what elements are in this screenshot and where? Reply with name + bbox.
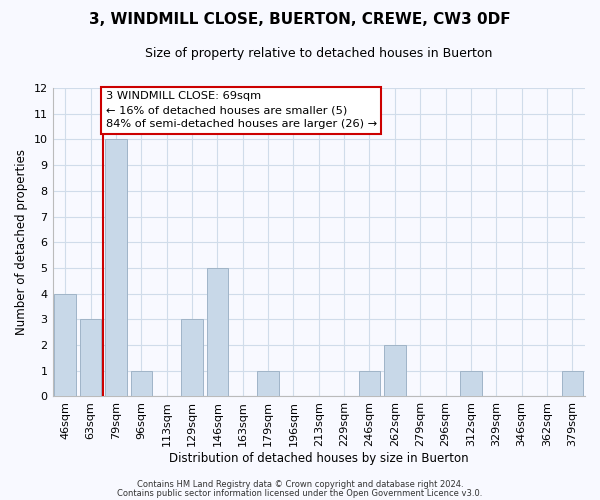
Text: 3 WINDMILL CLOSE: 69sqm
← 16% of detached houses are smaller (5)
84% of semi-det: 3 WINDMILL CLOSE: 69sqm ← 16% of detache…: [106, 91, 377, 129]
Bar: [206, 268, 228, 396]
Bar: [181, 320, 203, 396]
Y-axis label: Number of detached properties: Number of detached properties: [15, 150, 28, 336]
Text: Contains HM Land Registry data © Crown copyright and database right 2024.: Contains HM Land Registry data © Crown c…: [137, 480, 463, 489]
X-axis label: Distribution of detached houses by size in Buerton: Distribution of detached houses by size …: [169, 452, 469, 465]
Bar: [460, 371, 482, 396]
Text: 3, WINDMILL CLOSE, BUERTON, CREWE, CW3 0DF: 3, WINDMILL CLOSE, BUERTON, CREWE, CW3 0…: [89, 12, 511, 28]
Bar: [105, 140, 127, 396]
Text: Contains public sector information licensed under the Open Government Licence v3: Contains public sector information licen…: [118, 488, 482, 498]
Bar: [131, 371, 152, 396]
Title: Size of property relative to detached houses in Buerton: Size of property relative to detached ho…: [145, 48, 493, 60]
Bar: [55, 294, 76, 397]
Bar: [384, 345, 406, 397]
Bar: [562, 371, 583, 396]
Bar: [80, 320, 101, 396]
Bar: [359, 371, 380, 396]
Bar: [257, 371, 279, 396]
